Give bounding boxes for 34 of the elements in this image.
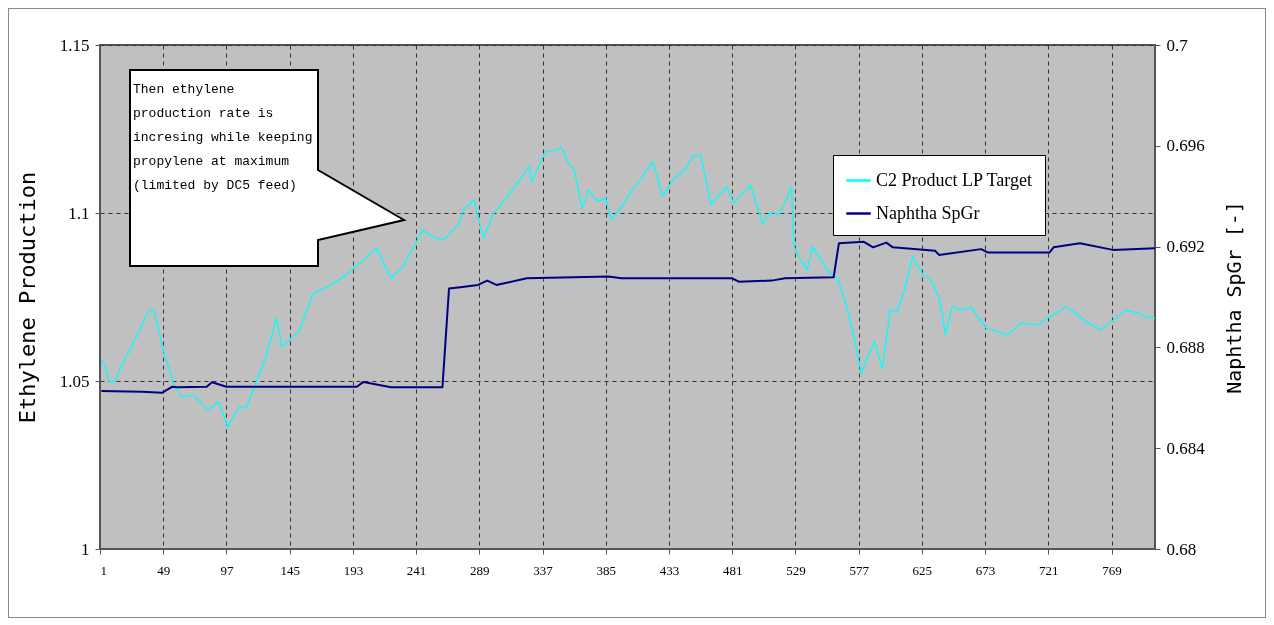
legend-label: Naphtha SpGr (876, 202, 980, 223)
y2-tick-label: 0.688 (1166, 337, 1205, 357)
x-tick-label: 1 (100, 562, 107, 578)
x-tick-label: 721 (1039, 562, 1059, 578)
x-tick-label: 433 (659, 562, 680, 578)
x-tick-label: 97 (220, 562, 234, 578)
y2-tick-label: 0.7 (1166, 35, 1189, 55)
line-series (100, 146, 1155, 428)
y-tick-label: 1 (81, 539, 90, 559)
annotation: Then ethylene production rate is incresing while keeping propylene at maximum (limited by DC5 feed) (133, 81, 314, 195)
x-tick-label: 49 (157, 562, 171, 578)
x-tick-label: 385 (596, 562, 617, 578)
y2-axis-title: Naphtha SpGr [-] (1221, 201, 1246, 394)
x-tick-label: 529 (786, 562, 806, 578)
x-tick-label: 769 (1102, 562, 1122, 578)
y-tick-label: 1.15 (59, 35, 90, 55)
x-tick-label: 577 (849, 562, 870, 578)
y-tick-label: 1.1 (68, 203, 90, 223)
x-tick-label: 145 (280, 562, 300, 578)
x-tick-label: 241 (406, 562, 427, 578)
legend-label: C2 Product LP Target (876, 169, 1032, 190)
y2-tick-label: 0.68 (1166, 539, 1197, 559)
y-axis-title: Ethylene Production (14, 171, 40, 424)
x-tick-label: 673 (975, 562, 996, 578)
x-tick-label: 337 (533, 562, 554, 578)
x-tick-label: 481 (722, 562, 743, 578)
y2-tick-label: 0.684 (1166, 438, 1206, 458)
y-tick-label: 1.05 (59, 371, 90, 391)
line-series (100, 240, 1155, 394)
x-tick-label: 289 (470, 562, 490, 578)
x-tick-label: 193 (343, 562, 364, 578)
x-tick-label: 625 (912, 562, 933, 578)
y2-tick-label: 0.692 (1166, 237, 1205, 257)
y2-tick-label: 0.696 (1166, 136, 1205, 156)
